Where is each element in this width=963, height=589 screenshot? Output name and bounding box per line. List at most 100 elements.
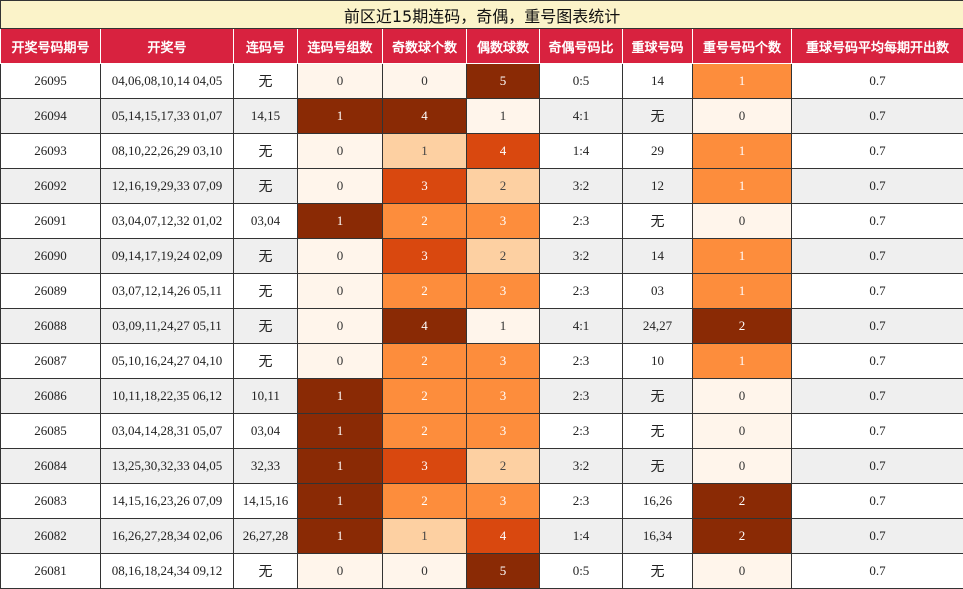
cell-issue: 26082 — [1, 519, 101, 554]
cell-issue: 26087 — [1, 344, 101, 379]
cell-repeat-numbers: 无 — [623, 414, 693, 449]
cell-odd-count: 2 — [383, 379, 467, 414]
cell-repeat-count: 2 — [693, 309, 792, 344]
cell-repeat-numbers: 12 — [623, 169, 693, 204]
cell-repeat-average: 0.7 — [792, 344, 963, 379]
header-even-count: 偶数球数 — [467, 29, 540, 64]
cell-odd-even-ratio: 3:2 — [540, 449, 623, 484]
cell-consecutive: 26,27,28 — [234, 519, 298, 554]
header-repeat-count: 重号号码个数 — [693, 29, 792, 64]
cell-repeat-numbers: 14 — [623, 239, 693, 274]
cell-consecutive: 无 — [234, 344, 298, 379]
cell-even-count: 5 — [467, 554, 540, 589]
header-numbers: 开奖号 — [101, 29, 234, 64]
cell-consecutive-groups: 1 — [298, 414, 383, 449]
cell-even-count: 3 — [467, 344, 540, 379]
cell-repeat-average: 0.7 — [792, 484, 963, 519]
cell-numbers: 08,10,22,26,29 03,10 — [101, 134, 234, 169]
cell-odd-even-ratio: 2:3 — [540, 379, 623, 414]
cell-repeat-average: 0.7 — [792, 169, 963, 204]
cell-issue: 26083 — [1, 484, 101, 519]
cell-even-count: 3 — [467, 414, 540, 449]
cell-numbers: 16,26,27,28,34 02,06 — [101, 519, 234, 554]
cell-consecutive-groups: 0 — [298, 239, 383, 274]
cell-issue: 26089 — [1, 274, 101, 309]
cell-repeat-count: 2 — [693, 519, 792, 554]
cell-repeat-numbers: 16,34 — [623, 519, 693, 554]
cell-numbers: 03,04,14,28,31 05,07 — [101, 414, 234, 449]
cell-numbers: 03,04,07,12,32 01,02 — [101, 204, 234, 239]
cell-numbers: 10,11,18,22,35 06,12 — [101, 379, 234, 414]
cell-repeat-average: 0.7 — [792, 309, 963, 344]
cell-repeat-numbers: 10 — [623, 344, 693, 379]
cell-even-count: 2 — [467, 449, 540, 484]
cell-numbers: 08,16,18,24,34 09,12 — [101, 554, 234, 589]
cell-even-count: 2 — [467, 169, 540, 204]
cell-even-count: 3 — [467, 379, 540, 414]
cell-consecutive: 32,33 — [234, 449, 298, 484]
cell-issue: 26091 — [1, 204, 101, 239]
header-odd-even-ratio: 奇偶号码比 — [540, 29, 623, 64]
cell-repeat-count: 0 — [693, 379, 792, 414]
cell-numbers: 04,06,08,10,14 04,05 — [101, 64, 234, 99]
cell-odd-even-ratio: 4:1 — [540, 309, 623, 344]
cell-odd-even-ratio: 4:1 — [540, 99, 623, 134]
cell-odd-count: 3 — [383, 449, 467, 484]
cell-repeat-average: 0.7 — [792, 379, 963, 414]
cell-consecutive: 无 — [234, 309, 298, 344]
cell-issue: 26093 — [1, 134, 101, 169]
cell-consecutive-groups: 0 — [298, 169, 383, 204]
cell-odd-even-ratio: 2:3 — [540, 484, 623, 519]
cell-consecutive: 03,04 — [234, 204, 298, 239]
cell-odd-count: 1 — [383, 519, 467, 554]
cell-consecutive-groups: 0 — [298, 344, 383, 379]
cell-even-count: 4 — [467, 519, 540, 554]
cell-repeat-average: 0.7 — [792, 519, 963, 554]
cell-odd-even-ratio: 1:4 — [540, 519, 623, 554]
cell-repeat-average: 0.7 — [792, 239, 963, 274]
cell-repeat-numbers: 24,27 — [623, 309, 693, 344]
cell-odd-even-ratio: 2:3 — [540, 274, 623, 309]
cell-consecutive: 无 — [234, 554, 298, 589]
cell-issue: 26090 — [1, 239, 101, 274]
header-repeat-average: 重球号码平均每期开出数 — [792, 29, 963, 64]
cell-odd-even-ratio: 2:3 — [540, 344, 623, 379]
cell-consecutive-groups: 0 — [298, 134, 383, 169]
cell-odd-count: 3 — [383, 169, 467, 204]
cell-consecutive: 14,15 — [234, 99, 298, 134]
cell-issue: 26095 — [1, 64, 101, 99]
cell-repeat-average: 0.7 — [792, 64, 963, 99]
cell-repeat-numbers: 29 — [623, 134, 693, 169]
cell-repeat-count: 1 — [693, 134, 792, 169]
cell-consecutive: 无 — [234, 134, 298, 169]
header-odd-count: 奇数球个数 — [383, 29, 467, 64]
cell-repeat-count: 2 — [693, 484, 792, 519]
cell-consecutive-groups: 1 — [298, 519, 383, 554]
cell-repeat-numbers: 16,26 — [623, 484, 693, 519]
cell-even-count: 1 — [467, 99, 540, 134]
cell-numbers: 03,07,12,14,26 05,11 — [101, 274, 234, 309]
cell-repeat-numbers: 14 — [623, 64, 693, 99]
cell-repeat-count: 1 — [693, 239, 792, 274]
cell-odd-even-ratio: 2:3 — [540, 204, 623, 239]
cell-numbers: 09,14,17,19,24 02,09 — [101, 239, 234, 274]
cell-consecutive-groups: 1 — [298, 204, 383, 239]
cell-consecutive-groups: 1 — [298, 99, 383, 134]
cell-repeat-average: 0.7 — [792, 204, 963, 239]
cell-repeat-count: 0 — [693, 554, 792, 589]
cell-odd-count: 1 — [383, 134, 467, 169]
cell-issue: 26086 — [1, 379, 101, 414]
cell-odd-even-ratio: 1:4 — [540, 134, 623, 169]
cell-consecutive: 无 — [234, 64, 298, 99]
cell-odd-even-ratio: 3:2 — [540, 169, 623, 204]
cell-even-count: 1 — [467, 309, 540, 344]
header-consecutive-groups: 连码号组数 — [298, 29, 383, 64]
